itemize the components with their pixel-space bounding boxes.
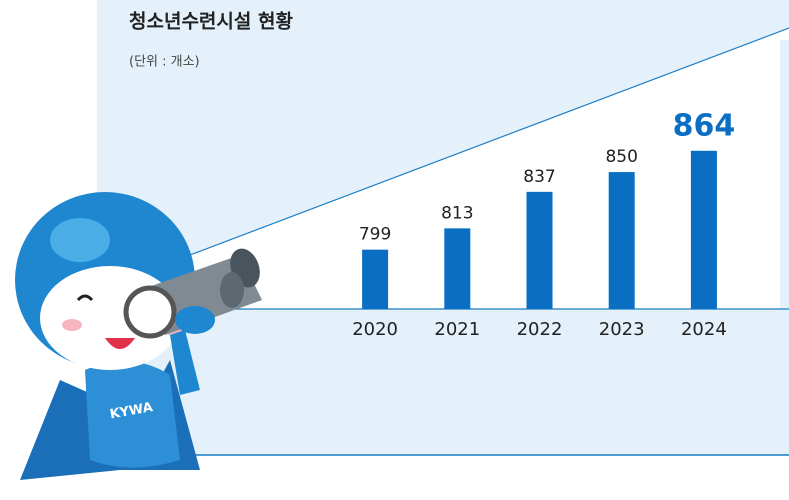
chart-title: 청소년수련시설 현황	[129, 10, 293, 33]
x-tick-label: 2023	[599, 319, 645, 340]
bar	[362, 249, 389, 309]
x-tick-label: 2021	[434, 319, 480, 340]
bar	[444, 228, 471, 309]
panel-edge	[780, 40, 789, 309]
chart-subtitle: (단위 : 개소)	[129, 55, 200, 70]
bar	[526, 191, 553, 309]
svg-text:KYWA: KYWA	[109, 400, 154, 422]
bar	[690, 150, 717, 309]
x-tick-label: 2022	[517, 319, 563, 340]
x-tick-label: 2024	[681, 319, 727, 340]
mascot: KYWA	[15, 192, 262, 480]
value-label: 864	[673, 108, 736, 143]
x-tick-label: 2020	[352, 319, 398, 340]
value-label: 837	[523, 167, 555, 187]
bar	[608, 172, 635, 309]
view-cone	[190, 28, 789, 309]
view-line	[189, 27, 789, 256]
value-label: 799	[359, 225, 391, 245]
value-label: 813	[441, 203, 473, 223]
value-label: 850	[605, 147, 637, 167]
